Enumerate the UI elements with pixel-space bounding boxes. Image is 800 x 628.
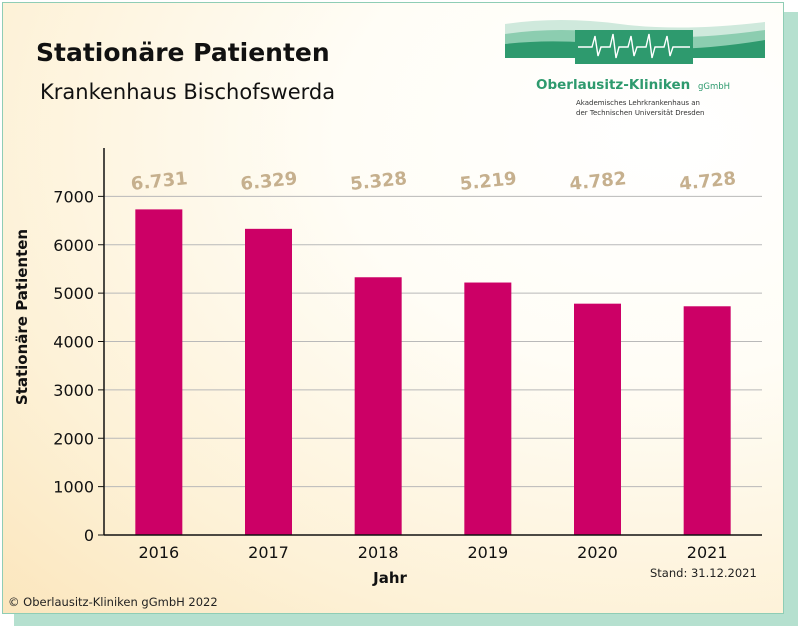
- y-tick-label: 4000: [53, 333, 94, 352]
- bar-2021: [683, 306, 731, 535]
- y-tick-label: 1000: [53, 478, 94, 497]
- chart-title: Stationäre Patienten: [36, 38, 330, 67]
- y-tick-label: 3000: [53, 381, 94, 400]
- x-tick-label: 2019: [467, 543, 508, 562]
- logo-suffix: gGmbH: [698, 82, 730, 92]
- bar-2017: [245, 228, 292, 535]
- copyright-note: © Oberlausitz-Kliniken gGmbH 2022: [8, 595, 218, 609]
- logo-name: Oberlausitz-Kliniken: [536, 77, 690, 93]
- data-date-note: Stand: 31.12.2021: [650, 566, 757, 580]
- x-tick-label: 2016: [138, 543, 179, 562]
- logo-line1: Akademisches Lehrkrankenhaus an: [576, 99, 700, 107]
- x-tick-label: 2017: [248, 543, 289, 562]
- bar-2018: [354, 277, 402, 535]
- y-tick-label: 2000: [53, 429, 94, 448]
- bar-2020: [574, 303, 621, 535]
- grid-lines: [104, 195, 762, 488]
- y-axis-label: Stationäre Patienten: [13, 229, 31, 405]
- value-label: 5.219: [459, 168, 518, 195]
- logo-line2: der Technischen Universität Dresden: [576, 109, 705, 117]
- value-labels: 6.731 6.329 5.328 5.219 4.782 4.728: [130, 168, 737, 195]
- x-axis-label: Jahr: [372, 569, 407, 587]
- y-tick-label: 0: [84, 526, 94, 545]
- x-tick-labels: 2016 2017 2018 2019 2020 2021: [138, 543, 727, 562]
- y-tick-label: 6000: [53, 236, 94, 255]
- y-tick-labels: 0 1000 2000 3000 4000 5000 6000 7000: [53, 187, 104, 545]
- bar-2019: [464, 282, 512, 535]
- y-tick-label: 7000: [53, 187, 94, 206]
- value-label: 4.782: [569, 168, 628, 195]
- chart-subtitle: Krankenhaus Bischofswerda: [40, 80, 336, 104]
- value-label: 5.328: [349, 168, 408, 195]
- bar-2016: [135, 209, 183, 535]
- value-label: 6.731: [130, 168, 189, 195]
- x-tick-label: 2018: [358, 543, 399, 562]
- x-tick-label: 2020: [577, 543, 618, 562]
- value-label: 6.329: [240, 168, 299, 195]
- x-tick-label: 2021: [687, 543, 728, 562]
- y-tick-label: 5000: [53, 284, 94, 303]
- bars: [135, 209, 731, 535]
- heartbeat-icon: [578, 33, 690, 59]
- oberlausitz-kliniken-logo: Oberlausitz-Kliniken gGmbH Akademisches …: [505, 20, 765, 117]
- value-label: 4.728: [678, 168, 737, 195]
